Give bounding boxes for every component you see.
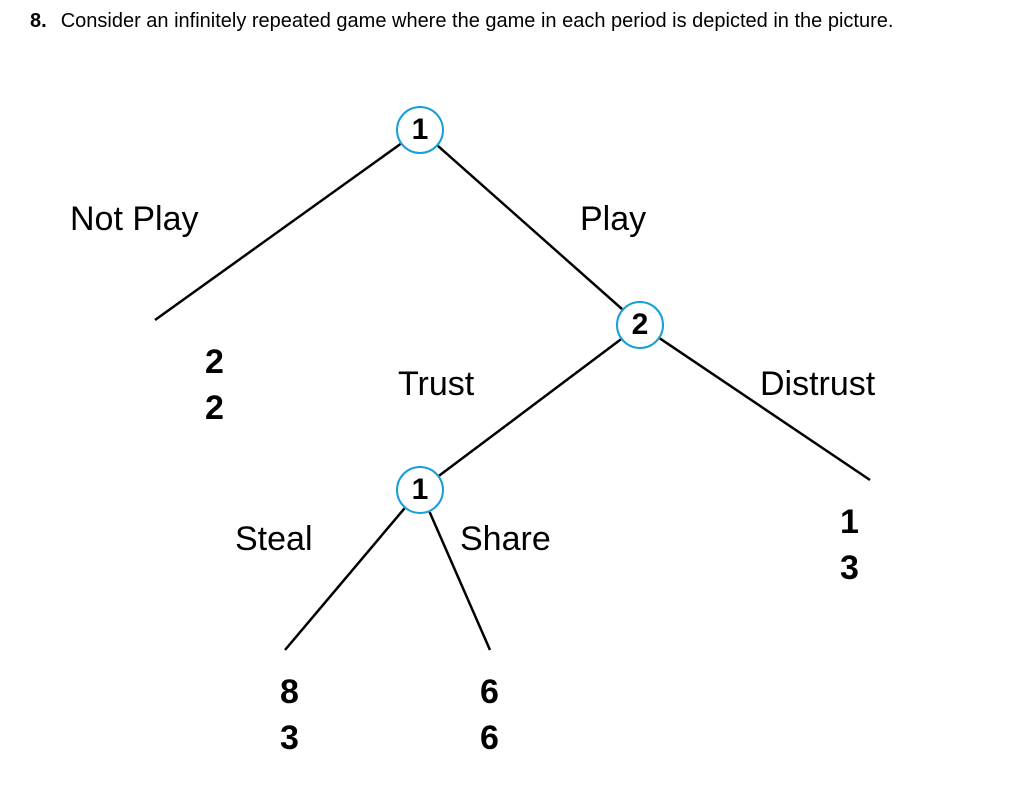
player-node: 1 [396, 106, 444, 154]
tree-edges-svg [0, 60, 1024, 807]
edge-label: Not Play [70, 200, 199, 239]
player-node: 2 [616, 301, 664, 349]
payoff-player1: 2 [205, 340, 224, 386]
edge-label: Steal [235, 520, 313, 559]
payoff-player2: 3 [280, 716, 299, 762]
game-tree-diagram: Not PlayPlayTrustDistrustStealShare12122… [0, 60, 1024, 807]
question-number: 8. [30, 10, 47, 33]
edge-label: Distrust [760, 365, 875, 404]
player-node: 1 [396, 466, 444, 514]
payoff-player2: 6 [480, 716, 499, 762]
payoff: 83 [280, 670, 299, 762]
question-text: Consider an infinitely repeated game whe… [61, 10, 894, 33]
edge-label: Trust [398, 365, 474, 404]
tree-edge [439, 339, 621, 475]
payoff: 66 [480, 670, 499, 762]
tree-edge [660, 338, 870, 480]
question-header: 8. Consider an infinitely repeated game … [0, 0, 1024, 43]
payoff-player1: 8 [280, 670, 299, 716]
payoff-player1: 6 [480, 670, 499, 716]
payoff: 22 [205, 340, 224, 432]
edge-label: Play [580, 200, 646, 239]
payoff-player2: 2 [205, 386, 224, 432]
payoff-player2: 3 [840, 546, 859, 592]
edge-label: Share [460, 520, 551, 559]
payoff-player1: 1 [840, 500, 859, 546]
payoff: 13 [840, 500, 859, 592]
